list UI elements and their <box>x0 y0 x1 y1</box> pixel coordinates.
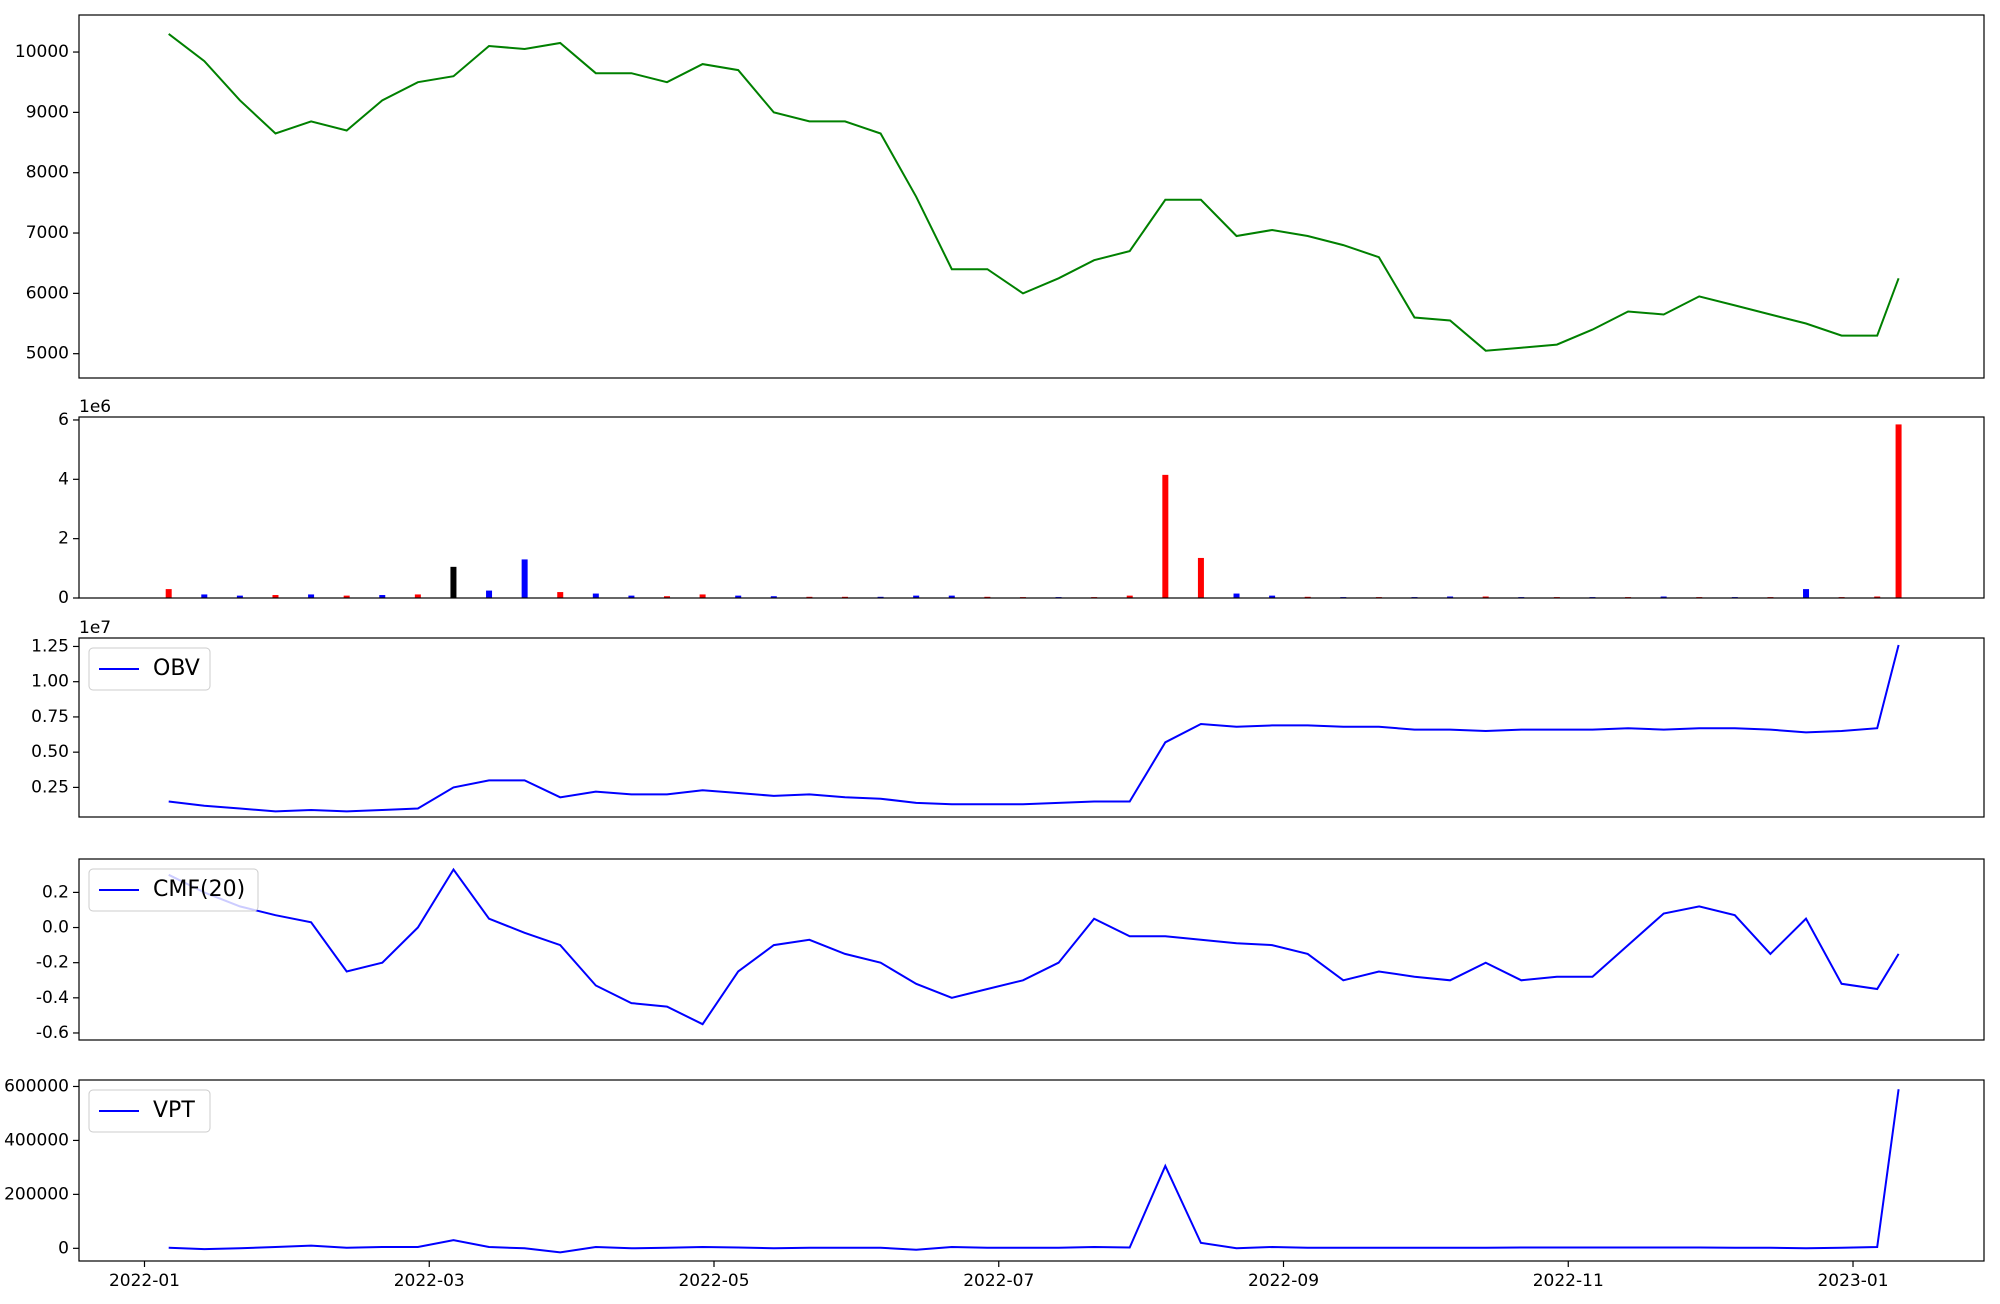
y-tick-label: 8000 <box>26 163 69 183</box>
axis-offset-label: 1e7 <box>79 618 111 638</box>
bar <box>735 595 742 598</box>
bar <box>1482 596 1489 598</box>
data-line <box>168 644 1900 813</box>
bar <box>628 595 635 598</box>
y-tick-label: 7000 <box>26 223 69 243</box>
bar <box>592 593 599 598</box>
legend-label: CMF(20) <box>153 877 245 902</box>
bar <box>450 566 457 598</box>
bar <box>1269 595 1276 598</box>
y-tick-label: 0.2 <box>42 882 69 902</box>
legend-box <box>88 647 211 691</box>
y-tick-label: 0.25 <box>31 777 69 797</box>
y-tick-label: 6 <box>58 410 69 430</box>
bar <box>664 596 671 598</box>
x-tick-label: 2022-09 <box>1248 1271 1319 1291</box>
bar <box>1233 593 1240 598</box>
bar <box>486 590 493 598</box>
x-tick-label: 2022-03 <box>394 1271 465 1291</box>
legend-label: VPT <box>153 1098 195 1123</box>
y-tick-label: 400000 <box>4 1130 69 1150</box>
y-tick-label: 2 <box>58 529 69 549</box>
x-tick-label: 2022-01 <box>109 1271 180 1291</box>
bar <box>699 594 706 598</box>
data-line <box>168 1089 1900 1254</box>
bar <box>948 595 955 598</box>
x-tick-label: 2023-01 <box>1817 1271 1888 1291</box>
plot-frame <box>78 858 1985 1041</box>
x-tick-label: 2022-07 <box>963 1271 1034 1291</box>
y-tick-label: 4 <box>58 469 69 489</box>
x-tick-label: 2022-11 <box>1533 1271 1604 1291</box>
plot-frame <box>78 1079 1985 1262</box>
bar <box>201 594 208 598</box>
data-line <box>168 867 1900 1026</box>
y-tick-label: 600000 <box>4 1076 69 1096</box>
bar <box>414 594 421 598</box>
y-tick-label: 0.75 <box>31 707 69 727</box>
y-tick-label: 0.50 <box>31 742 69 762</box>
legend-box <box>88 868 259 912</box>
y-tick-label: 10000 <box>15 42 69 62</box>
y-tick-label: -0.4 <box>36 988 69 1008</box>
bar <box>272 595 279 598</box>
bar <box>1895 424 1902 598</box>
data-line <box>168 33 1900 352</box>
y-tick-label: 9000 <box>26 102 69 122</box>
bar <box>1874 596 1881 598</box>
legend-box <box>88 1089 211 1133</box>
x-tick-label: 2022-05 <box>678 1271 749 1291</box>
legend-label: OBV <box>153 656 200 681</box>
y-tick-label: 0 <box>58 1238 69 1258</box>
bar <box>521 559 528 598</box>
bar <box>1162 474 1169 598</box>
y-tick-label: 1.25 <box>31 636 69 656</box>
bar <box>165 589 172 598</box>
y-tick-label: 6000 <box>26 283 69 303</box>
bar <box>236 595 243 598</box>
bar <box>557 592 564 598</box>
y-tick-label: -0.6 <box>36 1023 69 1043</box>
y-tick-label: 0 <box>58 588 69 608</box>
bar <box>1197 557 1204 598</box>
plot-frame <box>78 637 1985 818</box>
bar <box>913 595 920 598</box>
plot-frame <box>78 14 1985 379</box>
y-tick-label: -0.2 <box>36 953 69 973</box>
y-tick-label: 0.0 <box>42 918 69 938</box>
y-tick-label: 5000 <box>26 344 69 364</box>
y-tick-label: 1.00 <box>31 672 69 692</box>
bar <box>1803 589 1810 598</box>
plot-frame <box>78 416 1985 599</box>
bar <box>1447 596 1454 598</box>
y-tick-label: 200000 <box>4 1184 69 1204</box>
bar <box>1660 596 1667 598</box>
bar <box>308 594 315 598</box>
axis-offset-label: 1e6 <box>79 397 111 417</box>
bar <box>379 595 386 598</box>
bar <box>1126 595 1133 598</box>
bar <box>343 595 350 598</box>
bar <box>770 596 777 598</box>
